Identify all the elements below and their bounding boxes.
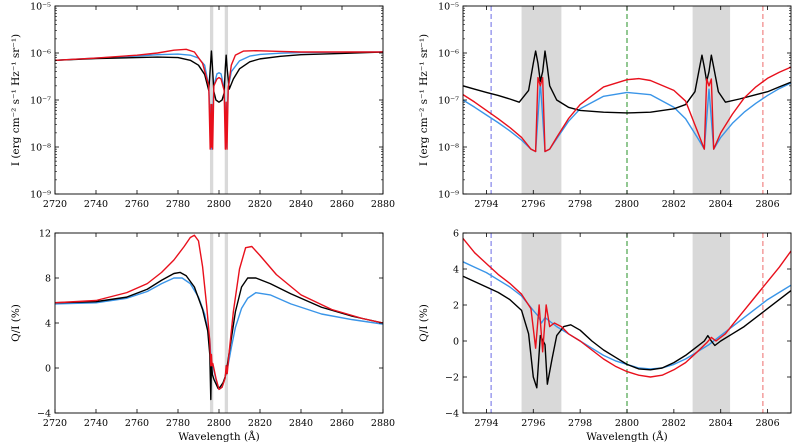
y-tick-label: 10⁻⁵ xyxy=(30,2,51,13)
panel-bottom-left: 2720 2740 2760 2780 2800 2820 2840 2860 2880 −4 0 4… xyxy=(10,229,395,444)
series-line-red xyxy=(55,234,383,391)
x-tick-label: 2802 xyxy=(662,199,686,210)
x-tick-label: 2798 xyxy=(568,199,592,210)
y-tick-label: 2 xyxy=(453,301,459,312)
x-tick-label: 2806 xyxy=(755,418,779,429)
x-tick-label: 2804 xyxy=(709,199,733,210)
x-tick-label: 2794 xyxy=(474,418,498,429)
x-tick-label: 2840 xyxy=(289,418,313,429)
x-tick-label: 2802 xyxy=(662,418,686,429)
y-tick-label: 10⁻⁸ xyxy=(30,143,51,154)
x-tick-label: 2800 xyxy=(615,199,639,210)
series-line-red xyxy=(55,48,383,150)
series-line-black xyxy=(55,50,383,103)
shaded-band-1 xyxy=(692,233,731,413)
x-tick-label: 2740 xyxy=(84,199,108,210)
series-line-black xyxy=(55,271,383,401)
y-tick-label: −2 xyxy=(445,373,459,384)
y-tick-label: 10⁻⁵ xyxy=(438,2,459,13)
plot-area xyxy=(55,233,383,413)
x-tick-label: 2720 xyxy=(43,199,67,210)
x-tick-label: 2760 xyxy=(125,199,149,210)
y-tick-label: 4 xyxy=(453,265,459,276)
x-tick-label: 2800 xyxy=(207,418,231,429)
y-axis-label: I (erg cm⁻² s⁻¹ Hz⁻¹ sr⁻¹) xyxy=(10,34,22,166)
series-line-black xyxy=(463,50,791,114)
x-tick-label: 2760 xyxy=(125,418,149,429)
shaded-band-1 xyxy=(224,6,229,194)
y-tick-label: 8 xyxy=(45,274,51,285)
plot-area xyxy=(463,6,791,194)
y-tick-label: 10⁻⁷ xyxy=(438,96,459,107)
x-axis-label: Wavelength (Å) xyxy=(178,429,259,443)
series-line-blue xyxy=(55,51,383,150)
x-axis-label: Wavelength (Å) xyxy=(586,429,667,443)
x-tick-label: 2840 xyxy=(289,199,313,210)
x-tick-label: 2820 xyxy=(248,199,272,210)
series-line-blue xyxy=(55,277,383,391)
x-tick-label: 2780 xyxy=(166,199,190,210)
x-tick-label: 2740 xyxy=(84,418,108,429)
series-line-red xyxy=(463,66,791,153)
x-tick-label: 2800 xyxy=(615,418,639,429)
y-tick-label: 0 xyxy=(453,337,459,348)
y-tick-label: 10⁻⁸ xyxy=(438,143,459,154)
x-tick-label: 2796 xyxy=(521,199,545,210)
x-tick-label: 2860 xyxy=(330,418,354,429)
y-tick-label: 4 xyxy=(45,319,51,330)
x-tick-label: 2720 xyxy=(43,418,67,429)
y-tick-label: 10⁻⁶ xyxy=(438,49,459,60)
y-tick-label: 10⁻⁷ xyxy=(30,96,51,107)
y-tick-label: 10⁻⁹ xyxy=(438,190,459,201)
axes-frame xyxy=(54,5,384,195)
x-tick-label: 2804 xyxy=(709,418,733,429)
x-tick-label: 2796 xyxy=(521,418,545,429)
x-tick-label: 2880 xyxy=(371,199,395,210)
shaded-band-0 xyxy=(209,6,214,194)
x-tick-label: 2820 xyxy=(248,418,272,429)
y-tick-label: −4 xyxy=(445,409,459,420)
x-tick-label: 2806 xyxy=(755,199,779,210)
y-tick-label: 6 xyxy=(453,229,459,240)
series-line-red xyxy=(463,237,791,378)
series-line-black xyxy=(463,275,791,389)
plot-area xyxy=(463,233,791,413)
shaded-band-0 xyxy=(209,233,214,413)
y-tick-label: 12 xyxy=(39,229,51,240)
panel-top-left: 2720 2740 2760 2780 2800 2820 2840 2860 2880 10⁻⁹… xyxy=(10,2,395,211)
axes-frame xyxy=(54,232,384,414)
y-tick-label: 10⁻⁶ xyxy=(30,49,51,60)
x-tick-label: 2860 xyxy=(330,199,354,210)
y-tick-label: 0 xyxy=(45,364,51,375)
panel-top-right: 2794 2796 2798 2800 2802 2804 2806 10⁻⁹ 10⁻⁸ 10⁻⁷… xyxy=(418,2,792,210)
shaded-band-1 xyxy=(224,233,229,413)
y-axis-label: Q/I (%) xyxy=(10,304,22,342)
y-axis-label: Q/I (%) xyxy=(418,304,430,342)
x-tick-label: 2794 xyxy=(474,199,498,210)
y-tick-label: 10⁻⁹ xyxy=(30,190,51,201)
x-tick-label: 2798 xyxy=(568,418,592,429)
x-tick-label: 2880 xyxy=(371,418,395,429)
x-tick-label: 2800 xyxy=(207,199,231,210)
y-axis-label: I (erg cm⁻² s⁻¹ Hz⁻¹ sr⁻¹) xyxy=(418,34,430,166)
y-tick-label: −4 xyxy=(37,409,51,420)
plot-area xyxy=(55,6,383,194)
panel-bottom-right: 2794 2796 2798 2800 2802 2804 2806 −4 −2 0 2 4 6 Q/I … xyxy=(418,229,792,443)
series-line-blue xyxy=(463,81,791,153)
x-tick-label: 2780 xyxy=(166,418,190,429)
